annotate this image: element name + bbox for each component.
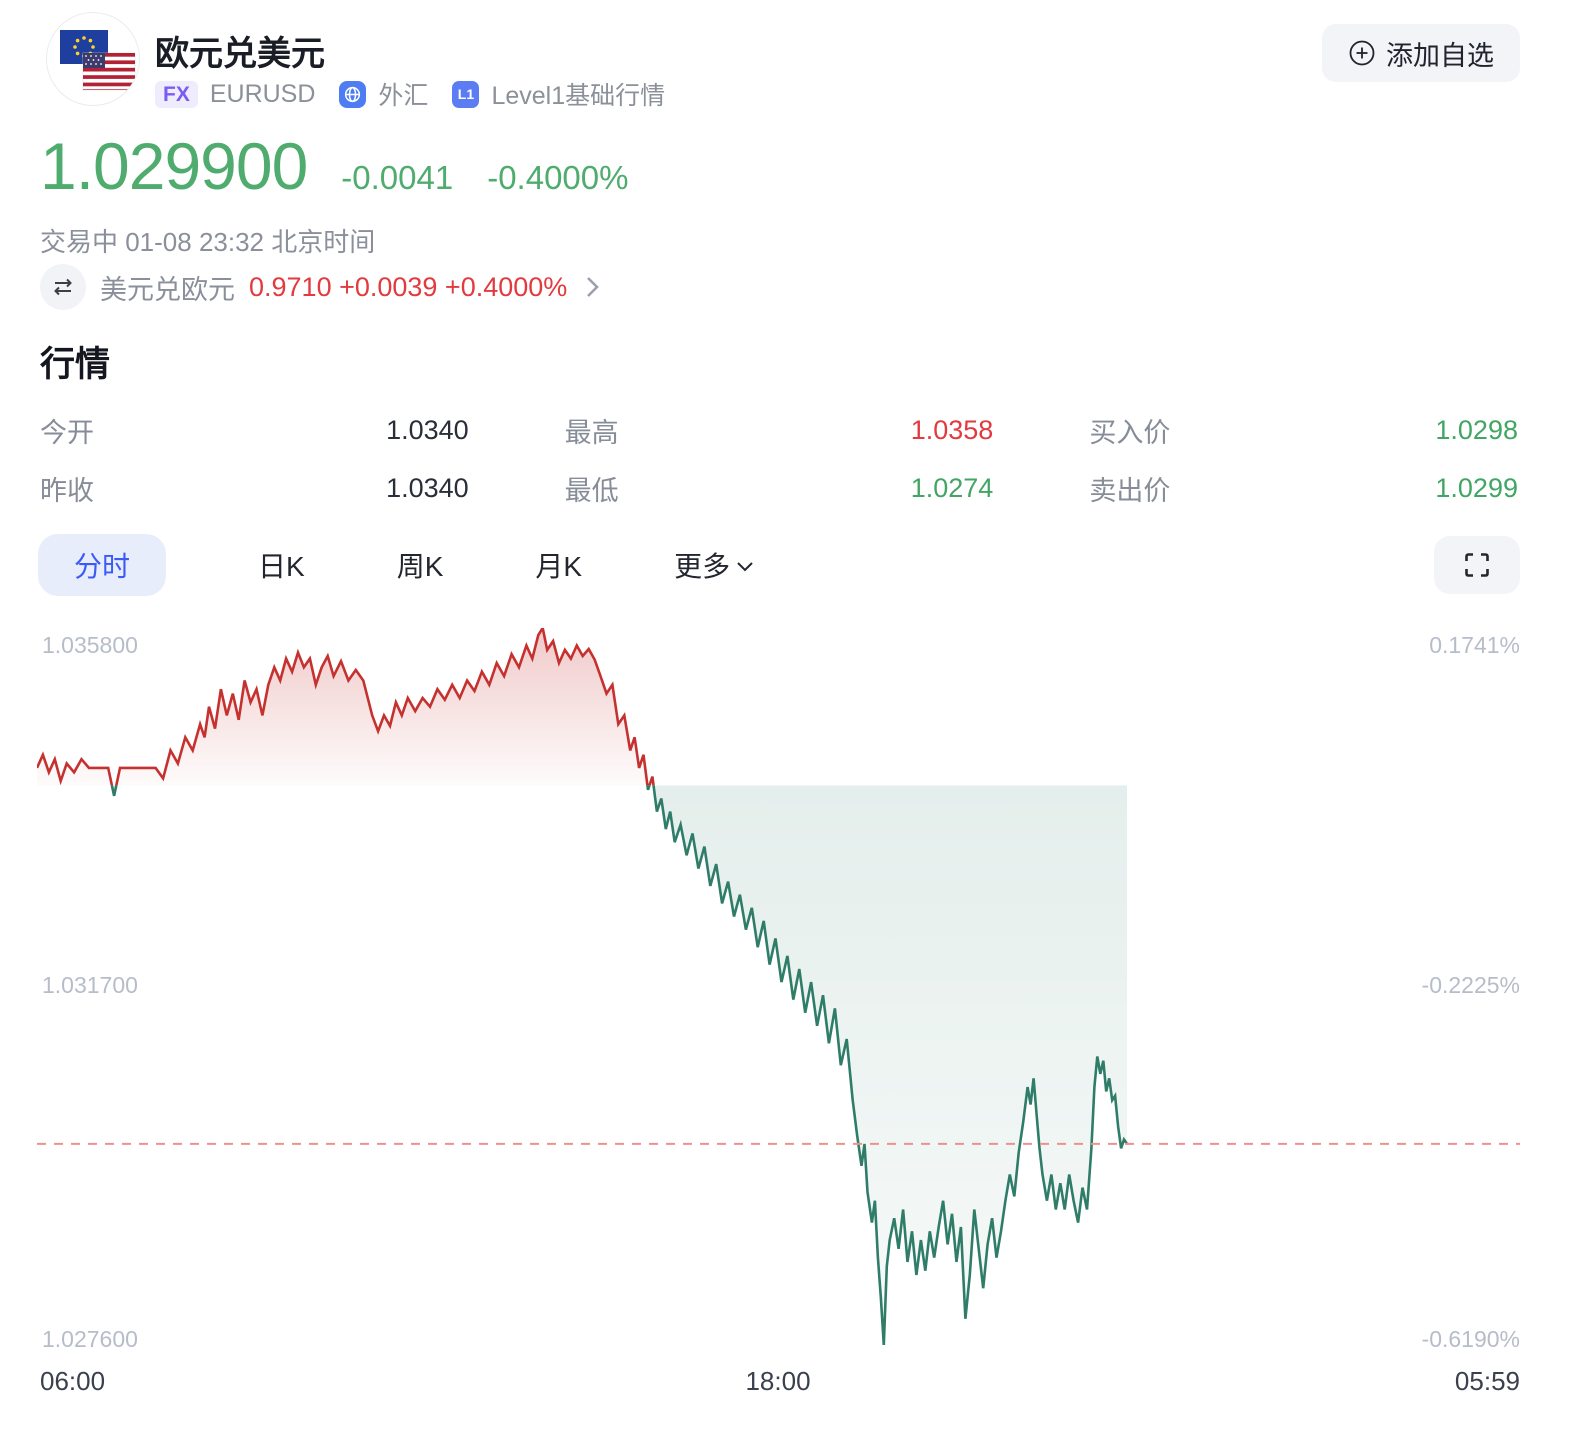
tab-weekly-k[interactable]: 周K (396, 551, 444, 582)
inverse-pair-label: 美元兑欧元 (100, 274, 235, 305)
last-price: 1.029900 (40, 129, 308, 203)
stat-high: 最高 1.0358 (564, 414, 994, 448)
y-axis-label-mid-right: -0.2225% (1421, 972, 1520, 998)
plus-circle-icon (1348, 39, 1376, 67)
x-axis-label-start: 06:00 (40, 1366, 106, 1396)
caret-down-icon (736, 561, 754, 573)
swap-icon (40, 264, 86, 310)
area-above-open (37, 628, 654, 786)
stat-prev-close: 昨收 1.0340 (40, 472, 469, 506)
instrument-tags: FX EURUSD 外汇 L1 Level1基础行情 (155, 78, 665, 110)
stat-low: 最低 1.0274 (564, 472, 994, 506)
add-watchlist-label: 添加自选 (1386, 40, 1494, 71)
stat-ask: 卖出价 1.0299 (1089, 472, 1518, 506)
fx-badge: FX (155, 80, 198, 108)
tab-daily-k[interactable]: 日K (258, 551, 305, 582)
y-axis-label-bottom-left: 1.027600 (42, 1326, 138, 1352)
price-change: -0.0041 (341, 159, 454, 196)
y-axis-label-top-right: 0.1741% (1429, 632, 1520, 658)
us-flag-icon (82, 52, 136, 91)
price-block: 1.029900 -0.0041 -0.4000% (40, 128, 628, 204)
trading-status: 交易中 01-08 23:32 北京时间 (40, 227, 376, 257)
globe-icon (339, 80, 367, 108)
fullscreen-icon (1462, 550, 1492, 580)
instrument-avatar (46, 12, 140, 106)
intraday-chart[interactable] (37, 628, 1520, 1345)
symbol-label: EURUSD (209, 79, 316, 108)
quotes-section-title: 行情 (40, 345, 111, 384)
tab-monthly-k[interactable]: 月K (535, 551, 583, 582)
stat-open: 今开 1.0340 (40, 414, 469, 448)
price-change-pct: -0.4000% (487, 159, 629, 196)
inverse-pair-quote: 0.9710 +0.0039 +0.4000% (249, 271, 568, 302)
page-title: 欧元兑美元 (155, 35, 325, 73)
fullscreen-button[interactable] (1434, 536, 1520, 594)
chevron-right-icon (585, 274, 601, 300)
tab-more[interactable]: 更多 (674, 545, 754, 585)
add-watchlist-button[interactable]: 添加自选 (1322, 24, 1520, 82)
tab-intraday[interactable]: 分时 (38, 534, 167, 596)
l1-badge: L1 (452, 80, 480, 108)
stat-bid: 买入价 1.0298 (1089, 414, 1518, 448)
y-axis-label-bottom-right: -0.6190% (1421, 1326, 1520, 1352)
chart-period-tabs: 分时 日K 周K 月K 更多 (38, 534, 754, 596)
price-line-up (37, 628, 655, 786)
area-below-open (37, 785, 1127, 1345)
y-axis-label-mid-left: 1.031700 (42, 972, 138, 998)
x-axis-label-end: 05:59 (1454, 1366, 1520, 1396)
forex-tag: 外汇 (378, 82, 429, 110)
x-axis-label-mid: 18:00 (745, 1366, 811, 1396)
quote-stats-grid: 今开 1.0340 最高 1.0358 买入价 1.0298 昨收 1.0340… (40, 412, 1518, 506)
inverse-pair-row[interactable]: 美元兑欧元 0.9710 +0.0039 +0.4000% (40, 264, 601, 310)
y-axis-label-top-left: 1.035800 (42, 632, 138, 658)
price-line-down (60, 785, 1129, 1345)
level-tag: Level1基础行情 (491, 82, 666, 110)
